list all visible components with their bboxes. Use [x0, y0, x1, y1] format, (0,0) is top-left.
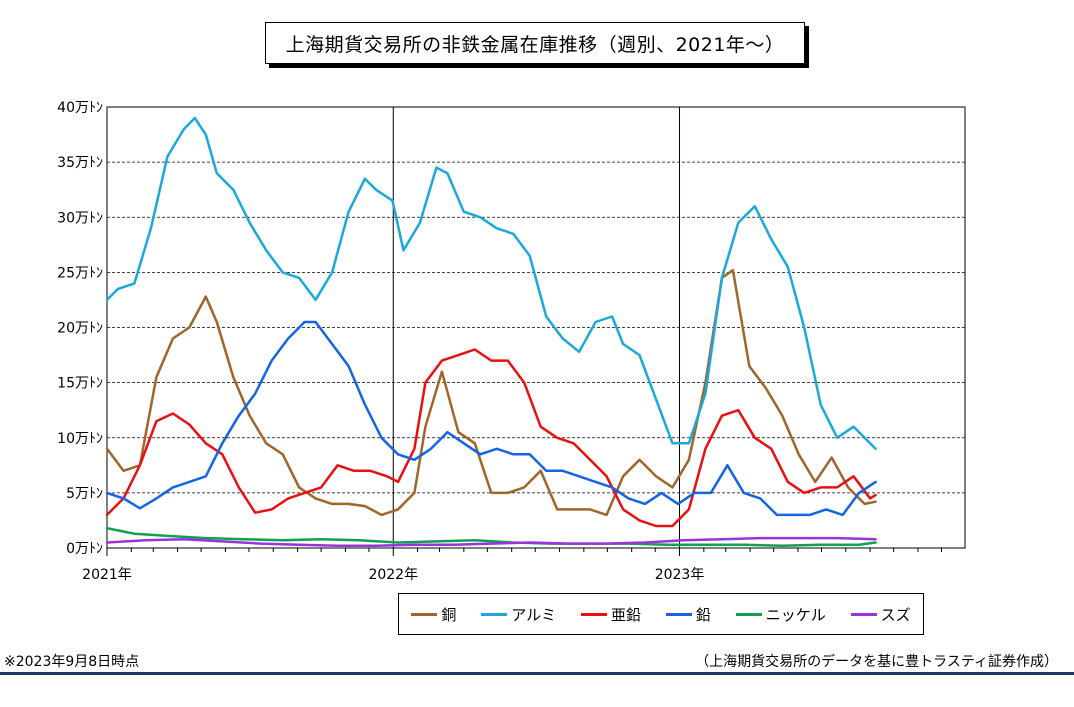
series-line-1 — [105, 268, 877, 517]
series-line-6 — [105, 536, 877, 548]
legend-item-3: 亜鉛 — [580, 604, 641, 625]
y-tick-label: 20万ﾄﾝ — [57, 321, 103, 337]
x-tick-label: 2022年 — [368, 567, 418, 583]
legend-item-1: 銅 — [411, 604, 456, 625]
legend-label: 亜鉛 — [610, 605, 641, 624]
legend-item-2: アルミ — [481, 604, 556, 625]
x-tick-label: 2023年 — [655, 567, 705, 583]
series-line-3 — [105, 348, 877, 528]
y-tick-label: 35万ﾄﾝ — [57, 155, 103, 171]
series-line-5 — [105, 526, 877, 548]
legend-label: スズ — [880, 605, 911, 624]
data-date-note: ※2023年9月8日時点 — [4, 654, 140, 670]
legend-item-4: 鉛 — [665, 604, 711, 625]
legend-item-5: ニッケル — [735, 604, 826, 625]
y-tick-label: 30万ﾄﾝ — [57, 210, 103, 226]
legend-label: 鉛 — [695, 605, 711, 624]
y-tick-label: 10万ﾄﾝ — [57, 431, 103, 447]
legend-label: アルミ — [511, 605, 557, 624]
y-tick-label: 15万ﾄﾝ — [57, 376, 103, 392]
legend-swatch — [481, 612, 508, 616]
legend-swatch — [580, 612, 607, 616]
legend-swatch — [411, 612, 438, 616]
legend-swatch — [665, 612, 692, 616]
legend: 銅 アルミ 亜鉛 鉛 ニッケル スズ — [398, 593, 924, 635]
y-tick-label: 5万ﾄﾝ — [66, 486, 103, 502]
legend-label: ニッケル — [765, 605, 826, 624]
y-tick-label: 40万ﾄﾝ — [57, 100, 103, 116]
series-line-4 — [105, 320, 877, 517]
legend-swatch — [735, 612, 762, 616]
line-chart: 0万ﾄﾝ 5万ﾄﾝ 10万ﾄﾝ 15万ﾄﾝ 20万ﾄﾝ 25万ﾄﾝ 30万ﾄﾝ 35万ﾄﾝ 40… — [57, 100, 966, 583]
series-line-2 — [105, 116, 877, 451]
legend-item-6: スズ — [850, 604, 911, 625]
x-tick-label: 2021年 — [82, 567, 132, 583]
legend-label: 銅 — [441, 605, 457, 624]
y-tick-label: 0万ﾄﾝ — [66, 541, 103, 557]
chart-title: 上海期貨交易所の非鉄金属在庫推移（週別、2021年～） — [265, 22, 805, 64]
bottom-rule — [0, 672, 1074, 675]
source-note: （上海期貨交易所のデータを基に豊トラスティ証券作成） — [695, 654, 1058, 670]
legend-swatch — [850, 612, 877, 616]
y-tick-label: 25万ﾄﾝ — [57, 265, 103, 281]
